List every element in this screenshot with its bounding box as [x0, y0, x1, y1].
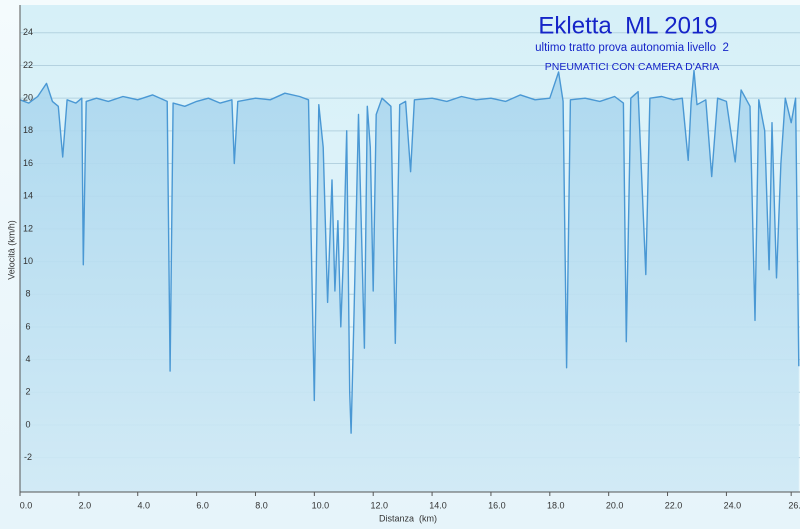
x-tick-label: 6.0 [196, 500, 209, 510]
x-tick-label: 16.0 [488, 500, 506, 510]
annotation: PNEUMATICI CON CAMERA D'ARIA [545, 61, 720, 73]
x-tick-label: 10.0 [312, 500, 330, 510]
y-tick-label: 10 [23, 256, 33, 266]
x-tick-label: 26.2 [788, 500, 800, 510]
series-line [19, 69, 800, 434]
x-tick-label: 20.0 [606, 500, 624, 510]
y-tick-label: 12 [23, 223, 33, 233]
y-tick-label: 6 [25, 321, 30, 331]
x-axis-label: Distanza (km) [379, 513, 437, 523]
x-tick-label: 12.0 [370, 500, 388, 510]
axes [19, 5, 800, 496]
y-tick-label: 20 [23, 93, 33, 103]
y-tick-label: 24 [23, 27, 33, 37]
x-tick-label: 0.0 [20, 500, 33, 510]
y-tick-label: 18 [23, 125, 33, 135]
x-tick-label: 4.0 [137, 500, 150, 510]
y-tick-label: 8 [25, 289, 30, 299]
series-area [20, 70, 799, 493]
x-tick-label: 24.0 [724, 500, 742, 510]
x-tick-label: 22.0 [665, 500, 683, 510]
x-tick-label: 18.0 [547, 500, 565, 510]
y-tick-label: -2 [24, 452, 32, 462]
chart-subtitle: ultimo tratto prova autonomia livello 2 [535, 42, 729, 54]
x-tick-label: 2.0 [79, 500, 92, 510]
y-tick-label: 22 [23, 60, 33, 70]
chart-title: Ekletta ML 2019 [538, 12, 717, 39]
y-tick-label: 2 [25, 387, 30, 397]
y-tick-label: 4 [25, 354, 30, 364]
x-tick-label: 14.0 [429, 500, 447, 510]
y-axis-label: Velocità (km/h) [6, 220, 16, 280]
y-tick-label: 14 [23, 191, 33, 201]
y-tick-label: 0 [25, 419, 30, 429]
x-tick-label: 8.0 [255, 500, 268, 510]
y-tick-label: 16 [23, 158, 33, 168]
marks [19, 69, 800, 493]
